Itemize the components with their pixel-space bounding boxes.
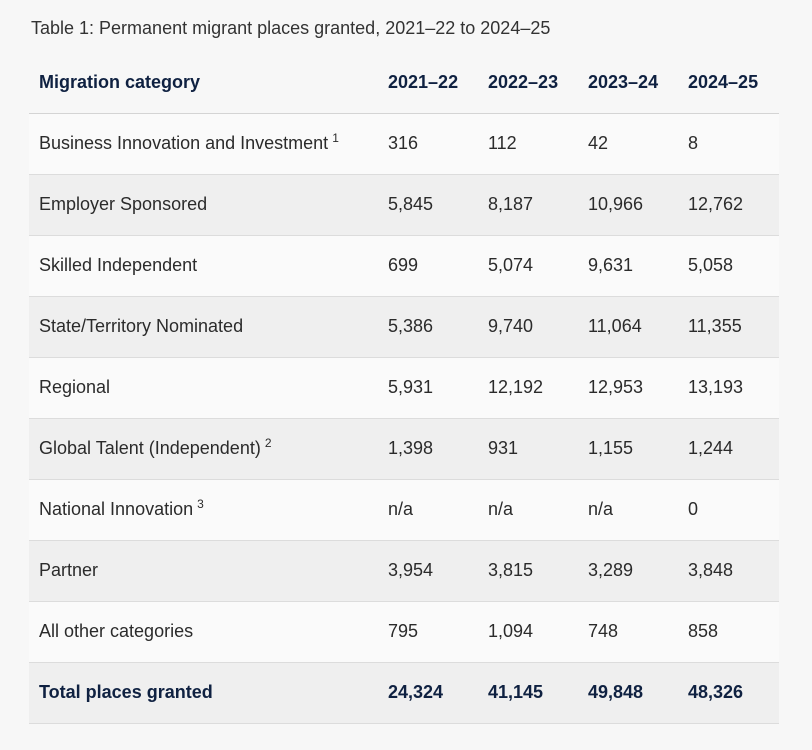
table-row: State/Territory Nominated 5,386 9,740 11,06… [29, 296, 779, 357]
table-header-row: Migration category 2021–22 2022–23 2023–… [29, 52, 779, 114]
value-cell: n/a [388, 499, 414, 519]
footnote-marker: 2 [264, 436, 272, 450]
value-cell: 11,064 [588, 316, 642, 336]
category-label: State/Territory Nominated [39, 316, 244, 336]
category-label: Partner [39, 560, 99, 580]
total-label: Total places granted [39, 682, 213, 702]
total-value-cell: 49,848 [588, 682, 644, 702]
value-cell: 1,094 [488, 621, 534, 641]
column-header-year: 2024–25 [678, 52, 779, 114]
category-label: All other categories [39, 621, 194, 641]
table-caption: Table 1: Permanent migrant places grante… [31, 18, 551, 38]
value-cell: 795 [388, 621, 419, 641]
total-row: Total places granted 24,324 41,145 49,848 48… [29, 662, 779, 723]
value-cell: 8,187 [488, 194, 534, 214]
value-cell: 42 [588, 133, 609, 153]
value-cell: 858 [688, 621, 719, 641]
value-cell: 5,931 [388, 377, 434, 397]
value-cell: n/a [488, 499, 514, 519]
value-cell: 0 [688, 499, 699, 519]
category-cell: Partner [29, 540, 378, 601]
value-cell: 699 [388, 255, 419, 275]
category-cell: Global Talent (Independent) 2 [29, 418, 378, 479]
category-cell: Skilled Independent [29, 235, 378, 296]
category-cell: National Innovation 3 [29, 479, 378, 540]
value-cell: 3,848 [688, 560, 734, 580]
total-value-cell: 48,326 [688, 682, 744, 702]
value-cell: 5,074 [488, 255, 534, 275]
value-cell: 1,155 [588, 438, 634, 458]
value-cell: 13,193 [688, 377, 744, 397]
table-row: All other categories 795 1,094 748 858 [29, 601, 779, 662]
migrant-places-table: Migration category 2021–22 2022–23 2023–… [29, 52, 779, 724]
value-cell: 11,355 [688, 316, 742, 336]
table-row: Regional 5,931 12,192 12,953 13,193 [29, 357, 779, 418]
value-cell: 748 [588, 621, 619, 641]
footnote-marker: 3 [197, 497, 204, 511]
value-cell: 3,954 [388, 560, 434, 580]
value-cell: 8 [688, 133, 699, 153]
value-cell: 12,953 [588, 377, 644, 397]
category-label: Regional [39, 377, 111, 397]
table-row: National Innovation 3 n/a n/a n/a 0 [29, 479, 779, 540]
table-row: Skilled Independent 699 5,074 9,631 5,058 [29, 235, 779, 296]
value-cell: 3,815 [488, 560, 534, 580]
category-label: Global Talent (Independent) [39, 438, 261, 458]
value-cell: 1,398 [388, 438, 434, 458]
category-cell: All other categories [29, 601, 378, 662]
table-row: Employer Sponsored 5,845 8,187 10,966 12,762 [29, 174, 779, 235]
value-cell: 5,845 [388, 194, 434, 214]
value-cell: 10,966 [588, 194, 644, 214]
category-label: Skilled Independent [39, 255, 198, 275]
footnote-marker: 1 [332, 131, 339, 145]
column-header-year: 2023–24 [578, 52, 678, 114]
total-value-cell: 24,324 [388, 682, 444, 702]
category-label: Business Innovation and Investment [39, 133, 329, 153]
total-value-cell: 41,145 [488, 682, 544, 702]
column-header-year: 2021–22 [378, 52, 478, 114]
value-cell: 9,740 [488, 316, 534, 336]
table-body: Business Innovation and Investment 1 316 11… [29, 113, 779, 723]
value-cell: 9,631 [588, 255, 634, 275]
category-cell: State/Territory Nominated [29, 296, 378, 357]
value-cell: n/a [588, 499, 614, 519]
category-label: Employer Sponsored [39, 194, 208, 214]
table-row: Global Talent (Independent) 2 1,398 931 1,15… [29, 418, 779, 479]
value-cell: 5,386 [388, 316, 434, 336]
category-cell: Employer Sponsored [29, 174, 378, 235]
category-cell: Business Innovation and Investment 1 [29, 113, 378, 174]
value-cell: 12,762 [688, 194, 744, 214]
value-cell: 12,192 [488, 377, 544, 397]
table-row: Partner 3,954 3,815 3,289 3,848 [29, 540, 779, 601]
value-cell: 112 [488, 133, 517, 153]
column-header-year: 2022–23 [478, 52, 578, 114]
value-cell: 316 [388, 133, 419, 153]
table-row: Business Innovation and Investment 1 316 11… [29, 113, 779, 174]
value-cell: 1,244 [688, 438, 734, 458]
category-cell: Regional [29, 357, 378, 418]
category-label: National Innovation [39, 499, 194, 519]
value-cell: 931 [488, 438, 519, 458]
value-cell: 3,289 [588, 560, 634, 580]
value-cell: 5,058 [688, 255, 734, 275]
column-header-category: Migration category [29, 52, 378, 114]
